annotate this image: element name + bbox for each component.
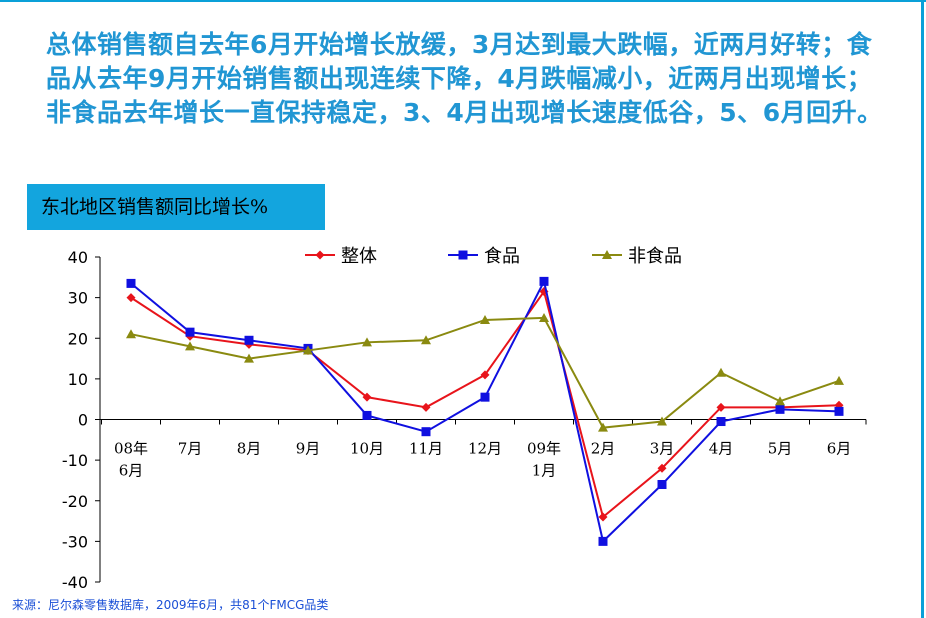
x-tick-label: 6月 bbox=[827, 440, 852, 458]
legend-marker bbox=[458, 250, 468, 260]
top-border bbox=[0, 0, 926, 2]
x-tick-label: 8月 bbox=[237, 440, 262, 458]
y-tick-label: 0 bbox=[78, 411, 88, 430]
series-1-point bbox=[657, 463, 667, 473]
x-tick-label: 7月 bbox=[178, 440, 203, 458]
series-2-point bbox=[834, 406, 844, 416]
series-1-point bbox=[598, 512, 608, 522]
source-note: 来源：尼尔森零售数据库，2009年6月，共81个FMCG品类 bbox=[12, 598, 329, 612]
legend-label: 食品 bbox=[484, 246, 520, 267]
y-tick-label: -40 bbox=[62, 573, 88, 592]
series-1-point bbox=[126, 293, 136, 303]
series-3-point bbox=[303, 345, 313, 355]
series-3-point bbox=[598, 422, 608, 432]
series-3-point bbox=[775, 396, 785, 406]
y-tick-label: -10 bbox=[62, 451, 88, 470]
series-3-point bbox=[539, 312, 549, 322]
series-3-point bbox=[185, 341, 195, 351]
legend-marker bbox=[315, 250, 325, 260]
right-border bbox=[921, 0, 924, 618]
y-tick-label: 40 bbox=[68, 248, 88, 267]
y-tick-label: 10 bbox=[68, 370, 88, 389]
series-2-point bbox=[716, 417, 726, 427]
x-tick-label: 6月 bbox=[119, 462, 144, 480]
series-3-point bbox=[834, 375, 844, 385]
series-1-point bbox=[362, 392, 372, 402]
series-3-point bbox=[716, 367, 726, 377]
series-2-point bbox=[539, 276, 549, 286]
series-3-point bbox=[657, 416, 667, 426]
x-tick-label: 3月 bbox=[650, 440, 675, 458]
y-tick-label: 30 bbox=[68, 289, 88, 308]
series-2-point bbox=[185, 327, 195, 337]
series-3-point bbox=[244, 353, 254, 363]
series-2-point bbox=[775, 404, 785, 414]
series-2-point bbox=[126, 278, 136, 288]
x-tick-label: 12月 bbox=[468, 440, 502, 458]
headline-text: 总体销售额自去年6月开始增长放缓，3月达到最大跌幅，近两月好转；食品从去年9月开… bbox=[46, 30, 883, 127]
chart-title: 东北地区销售额同比增长% bbox=[27, 184, 325, 230]
x-tick-label: 5月 bbox=[768, 440, 793, 458]
series-2-point bbox=[362, 410, 372, 420]
legend-label: 整体 bbox=[341, 246, 377, 267]
series-2-point bbox=[421, 427, 431, 437]
series-3-point bbox=[421, 335, 431, 345]
x-tick-label: 1月 bbox=[532, 462, 557, 480]
series-2-point bbox=[480, 392, 490, 402]
x-tick-label: 4月 bbox=[709, 440, 734, 458]
series-2-point bbox=[657, 480, 667, 489]
series-line-1 bbox=[130, 289, 840, 519]
series-2-point bbox=[244, 335, 254, 345]
y-tick-label: -20 bbox=[62, 492, 88, 511]
x-tick-label: 10月 bbox=[350, 440, 384, 458]
series-2-point bbox=[598, 536, 608, 546]
series-3-point bbox=[480, 314, 490, 324]
y-tick-label: -30 bbox=[62, 532, 88, 551]
x-tick-label: 9月 bbox=[296, 440, 321, 458]
x-tick-label: 08年 bbox=[114, 440, 148, 458]
series-3-point bbox=[362, 337, 372, 347]
x-tick-label: 2月 bbox=[591, 440, 616, 458]
x-tick-label: 11月 bbox=[409, 440, 443, 458]
y-tick-label: 20 bbox=[68, 329, 88, 348]
legend-label: 非食品 bbox=[628, 246, 682, 267]
x-tick-label: 09年 bbox=[527, 440, 561, 458]
series-1-point bbox=[421, 402, 431, 412]
series-1-point bbox=[716, 402, 726, 412]
series-1-point bbox=[480, 370, 490, 380]
legend-marker bbox=[602, 250, 612, 259]
series-3-point bbox=[126, 329, 136, 339]
